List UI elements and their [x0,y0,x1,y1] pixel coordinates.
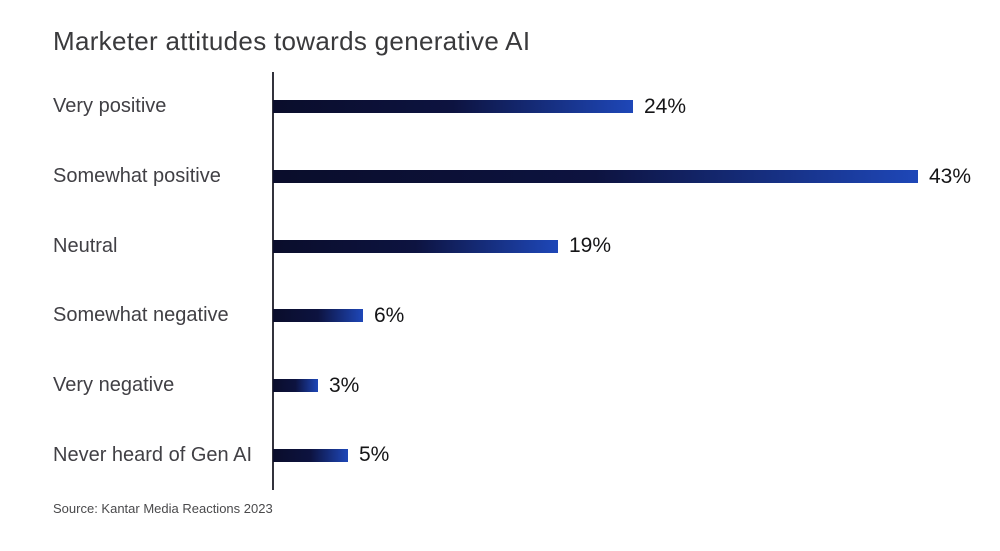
value-label: 5% [359,443,390,467]
bar-rows: Very positive 24% Somewhat positive 43% … [0,72,1000,490]
bar-track: 3% [273,374,1000,398]
plot-area: Very positive 24% Somewhat positive 43% … [0,72,1000,490]
category-label: Somewhat negative [53,304,229,327]
bar-track: 24% [273,95,1000,119]
value-label: 24% [644,94,687,118]
source-note: Source: Kantar Media Reactions 2023 [53,501,273,516]
bar [273,309,363,323]
value-label: 6% [374,303,405,327]
category-label: Neutral [53,234,118,257]
bar [273,448,348,462]
value-label: 43% [929,164,972,188]
bar-track: 19% [273,234,1000,258]
bar-track: 6% [273,304,1000,328]
category-label: Never heard of Gen AI [53,443,253,466]
category-label: Very positive [53,95,167,118]
bar-track: 43% [273,165,1000,189]
value-label: 19% [569,234,612,258]
category-label: Somewhat positive [53,165,221,187]
bar [273,100,633,114]
category-label: Very negative [53,374,175,397]
bar-row: Somewhat positive 43% [0,142,1000,212]
chart-title: Marketer attitudes towards generative AI [53,26,531,56]
bar [273,170,918,183]
bar-row: Very negative 3% [0,351,1000,421]
bar [273,239,558,253]
bar-row: Neutral 19% [0,211,1000,281]
y-axis-line [272,72,274,490]
bar-track: 5% [273,443,1000,467]
bar-row: Somewhat negative 6% [0,281,1000,351]
bar [273,379,318,393]
value-label: 3% [329,373,360,397]
bar-row: Never heard of Gen AI 5% [0,420,1000,490]
bar-row: Very positive 24% [0,72,1000,142]
